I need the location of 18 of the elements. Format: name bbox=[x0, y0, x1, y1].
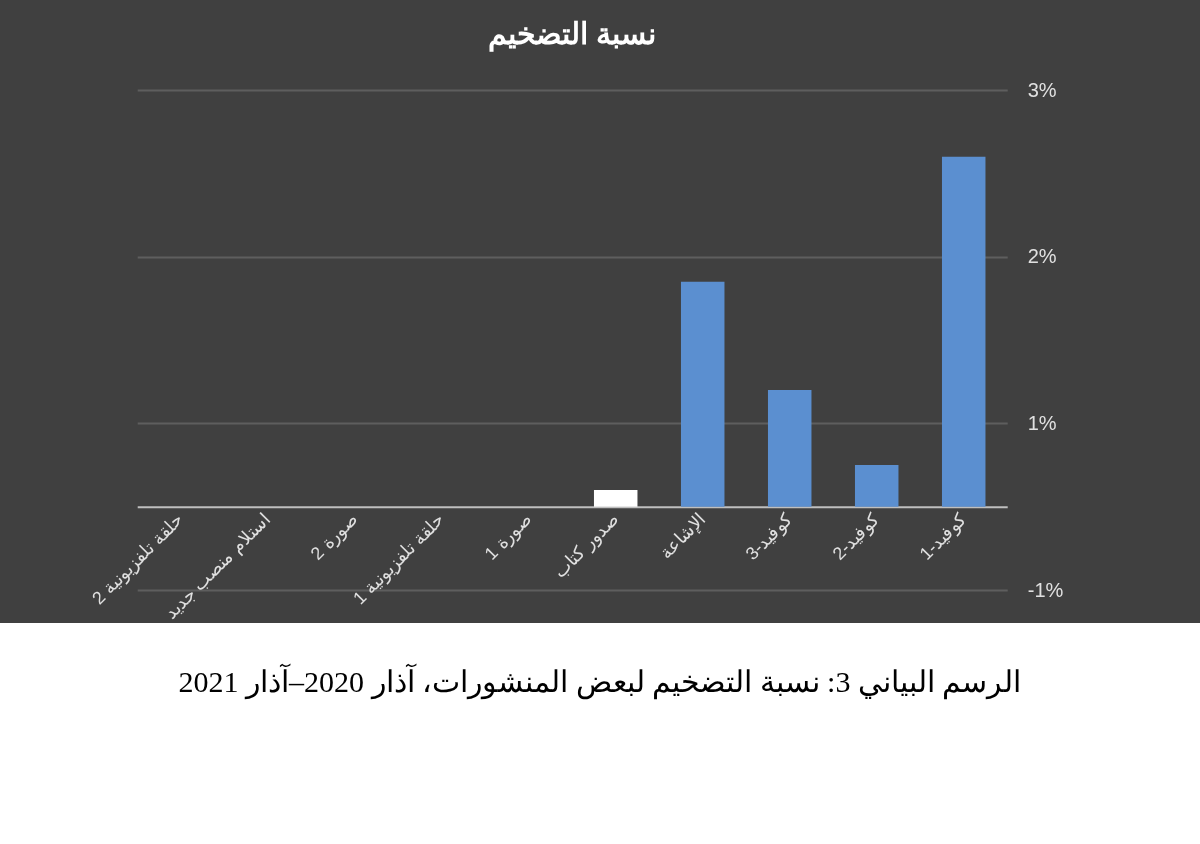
bar bbox=[941, 156, 986, 507]
x-tick-label: كوفيد-2 bbox=[828, 509, 884, 565]
bar bbox=[593, 490, 638, 507]
y-tick-label: 3% bbox=[1027, 78, 1057, 101]
x-tick-label: كوفيد-1 bbox=[915, 509, 971, 565]
y-tick-label: 2% bbox=[1027, 245, 1057, 268]
text: الرسم البياني 3: نسبة التضخيم لبعض المنشورات، آذار 2020–آذار 2021 bbox=[178, 663, 1022, 700]
y-tick-label: 1% bbox=[1027, 411, 1057, 434]
x-tick-label: الإشاعة bbox=[655, 509, 710, 564]
x-tick-label: صدور كتاب bbox=[549, 509, 623, 583]
chart-title: نسبة التضخيم bbox=[488, 17, 657, 52]
x-tick-label: صورة 1 bbox=[480, 509, 536, 565]
x-tick-label: صورة 2 bbox=[306, 509, 362, 565]
bar bbox=[767, 390, 812, 507]
y-tick-label: -1% bbox=[1027, 578, 1064, 601]
bar bbox=[854, 465, 899, 507]
x-tick-label: كوفيد-3 bbox=[741, 509, 797, 565]
bar bbox=[680, 281, 725, 507]
